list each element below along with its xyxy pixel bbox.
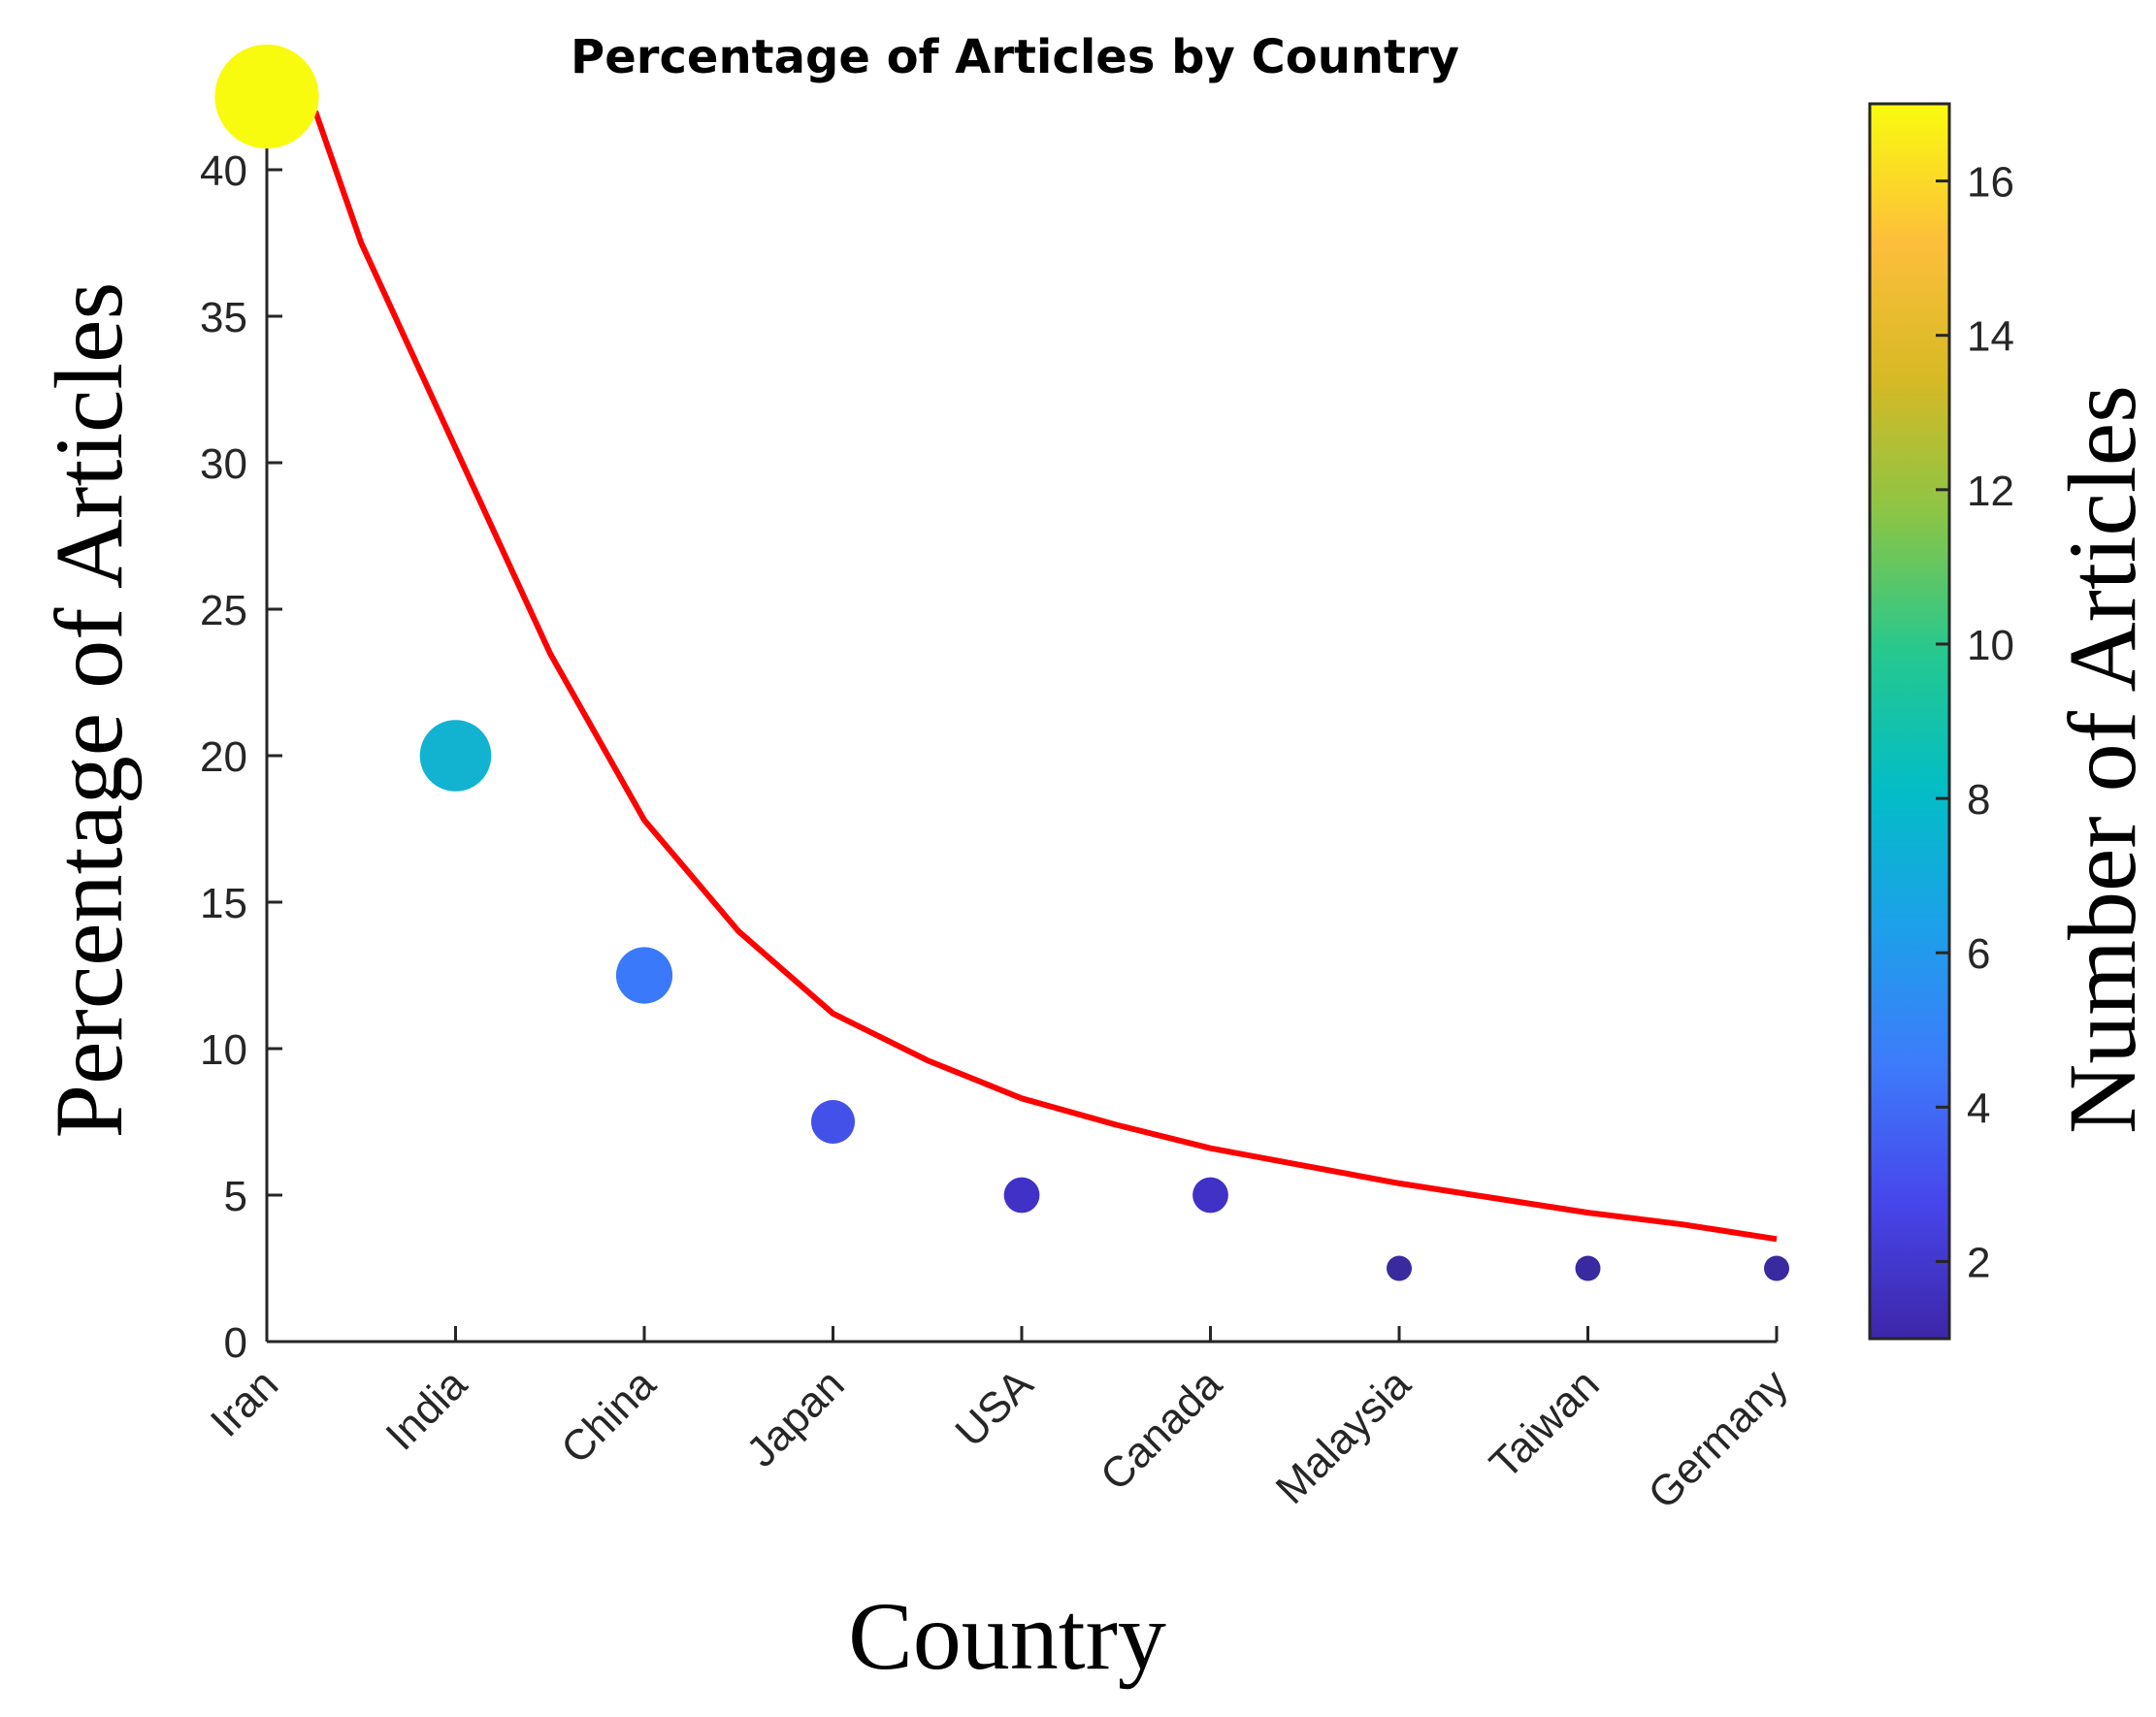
plot-area: 0 5 10 15 20 25 30 35 40 Iran India China Japan USA Ca…	[200, 44, 1797, 1518]
data-point	[1192, 1177, 1228, 1214]
colorbar-tick-label: 14	[1967, 313, 2014, 361]
x-axis-label: Country	[848, 1582, 1166, 1690]
y-tick-label: 0	[224, 1319, 247, 1367]
data-point	[419, 720, 492, 792]
x-tick-label: Germany	[1639, 1360, 1797, 1518]
colorbar-tick-label: 2	[1967, 1239, 1990, 1286]
y-tick-label: 5	[224, 1173, 247, 1220]
data-point	[615, 947, 673, 1004]
x-tick-label: India	[376, 1360, 475, 1459]
x-tick-label: Malaysia	[1267, 1360, 1421, 1513]
trend-line	[312, 110, 1778, 1243]
data-point	[1575, 1255, 1601, 1281]
y-tick-label: 15	[200, 880, 247, 927]
x-tick-label: USA	[946, 1360, 1042, 1456]
colorbar-tick-label: 10	[1967, 622, 2014, 669]
x-tick-label: Japan	[737, 1360, 853, 1475]
colorbar-tick-label: 4	[1967, 1085, 1990, 1132]
colorbar-scale	[1868, 102, 1951, 1341]
x-tick-label: Iran	[202, 1360, 287, 1445]
x-tick-label: Taiwan	[1481, 1360, 1608, 1487]
x-tick-label: Canada	[1092, 1360, 1231, 1500]
data-point	[811, 1100, 855, 1144]
chart-title: Percentage of Articles by Country	[571, 30, 1459, 84]
colorbar-tick-label: 8	[1967, 776, 1990, 824]
data-point	[1764, 1255, 1789, 1281]
y-tick-label: 35	[200, 294, 247, 341]
x-tick-label: China	[552, 1360, 665, 1473]
colorbar-tick-label: 16	[1967, 159, 2014, 207]
data-point	[1387, 1255, 1412, 1281]
colorbar: 2 4 6 8 10 12 14 16	[1868, 102, 2014, 1341]
colorbar-label: Number of Articles	[2048, 385, 2156, 1134]
y-tick-label: 10	[200, 1026, 247, 1074]
data-point	[1003, 1177, 1040, 1214]
y-axis-label: Percentage of Articles	[35, 282, 143, 1139]
data-point	[214, 44, 319, 149]
y-tick-label: 20	[200, 733, 247, 781]
y-tick-label: 25	[200, 587, 247, 634]
y-tick-label: 30	[200, 440, 247, 488]
colorbar-tick-label: 6	[1967, 930, 1990, 978]
colorbar-tick-label: 12	[1967, 468, 2014, 515]
y-tick-label: 40	[200, 147, 247, 195]
